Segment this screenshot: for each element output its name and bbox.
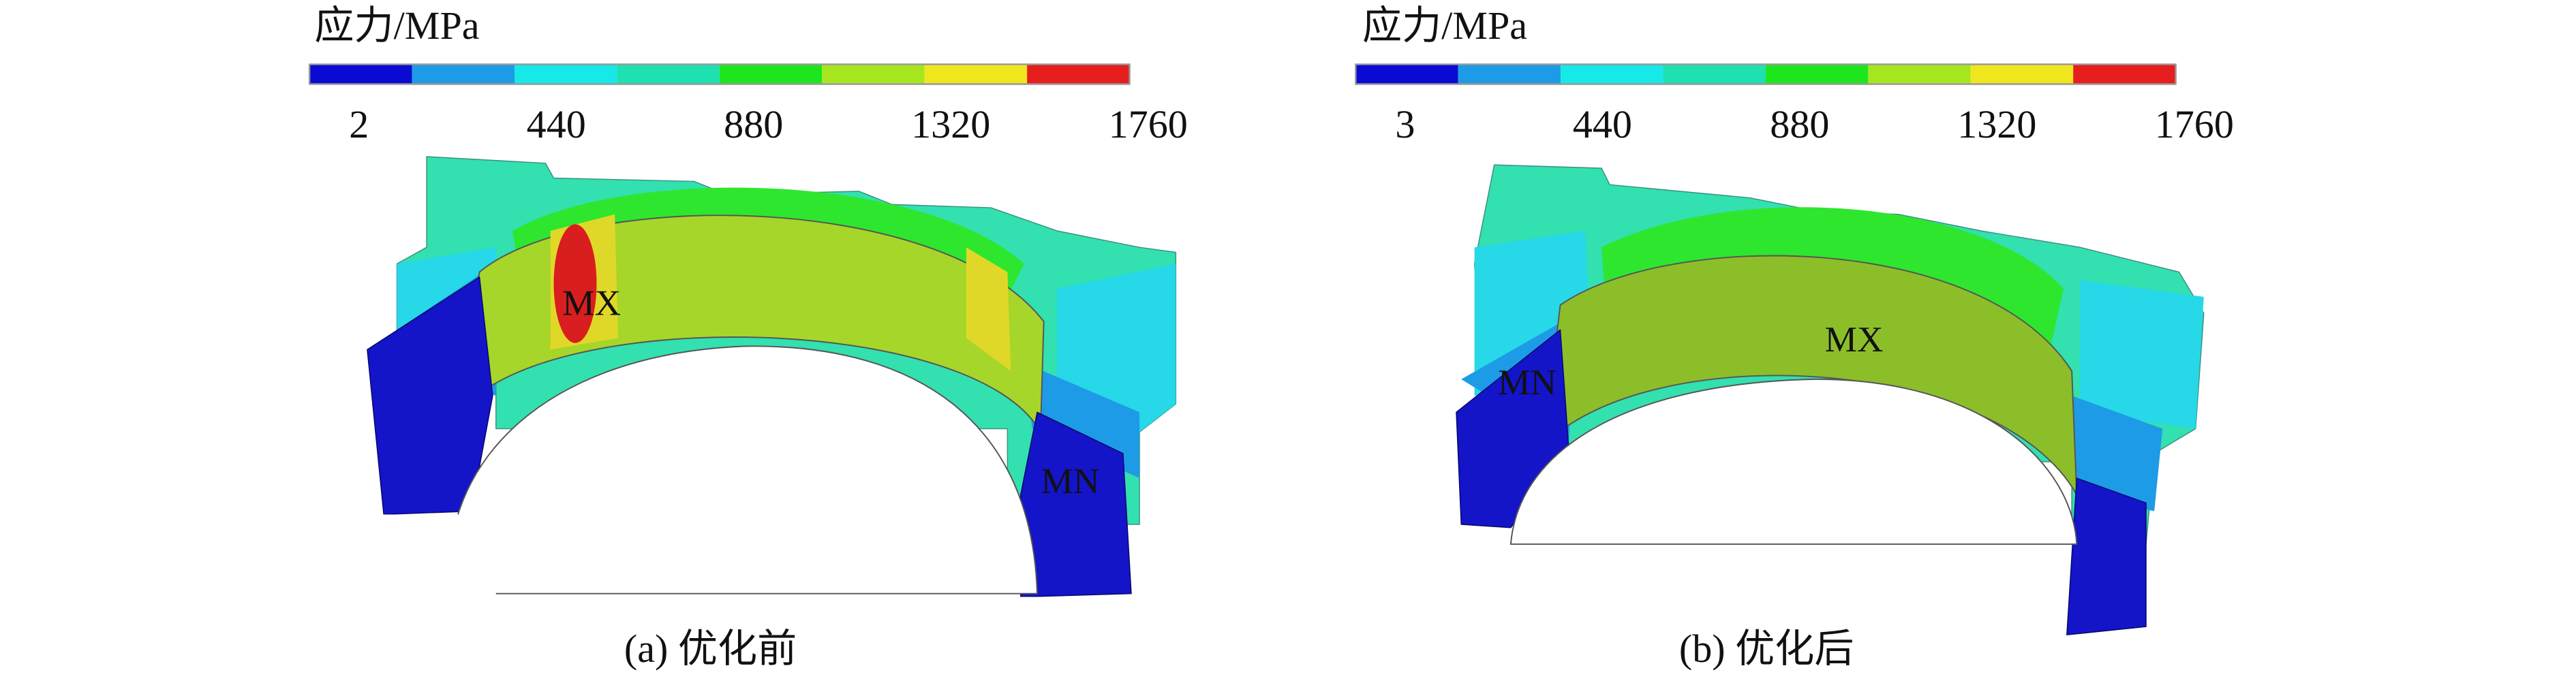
max-stress-zone [553, 224, 597, 343]
legend-swatch [412, 64, 515, 84]
caption: (b) 优化后 [1679, 627, 1854, 671]
legend-tick-label: 440 [1573, 102, 1632, 146]
legend-title: 应力/MPa [314, 3, 479, 48]
legend-swatch [1355, 64, 1458, 84]
left-block [367, 276, 493, 516]
legend-swatch [719, 64, 823, 84]
legend-swatch [617, 64, 720, 84]
legend-swatch [822, 64, 925, 84]
legend-swatch [309, 64, 412, 84]
right-block [1020, 411, 1132, 598]
legend-tick-label: 880 [724, 102, 783, 146]
right-block [2066, 477, 2147, 635]
arch-yellow [550, 214, 1011, 371]
legend-swatch [1458, 64, 1561, 84]
model-a [367, 156, 1177, 681]
legend-swatch [1663, 64, 1766, 84]
legend-tick-label: 3 [1395, 102, 1415, 146]
legend-tick-label: 1760 [1109, 102, 1188, 146]
max-marker: MX [562, 283, 621, 323]
legend-swatch [2073, 64, 2176, 84]
legend-swatch [924, 64, 1028, 84]
legend-swatch [1765, 64, 1869, 84]
min-marker: MN [1498, 362, 1557, 402]
legend-swatch [1027, 64, 1130, 84]
legend-tick-label: 880 [1770, 102, 1829, 146]
legend-tick-label: 1320 [1957, 102, 2036, 146]
legend-tick-label: 2 [349, 102, 369, 146]
min-marker: MN [1041, 461, 1099, 501]
legend-tick-label: 440 [527, 102, 586, 146]
cyan-zone [1474, 230, 2204, 429]
max-marker: MX [1825, 319, 1884, 360]
hole-bottom [380, 514, 1156, 681]
legend-tick-label: 1320 [911, 102, 990, 146]
model-b [1456, 164, 2205, 635]
hole [448, 345, 1038, 595]
legend-frame [308, 63, 1131, 85]
legend-title: 应力/MPa [1362, 3, 1527, 48]
hole [1509, 378, 2078, 545]
legend-swatch [1561, 64, 1663, 84]
caption: (a) 优化前 [624, 627, 797, 671]
legend-tick-label: 1760 [2155, 102, 2234, 146]
legend-swatch [1970, 64, 2074, 84]
legend-frame [1355, 63, 2177, 85]
legend-swatch [515, 64, 617, 84]
legend-swatch [1868, 64, 1971, 84]
